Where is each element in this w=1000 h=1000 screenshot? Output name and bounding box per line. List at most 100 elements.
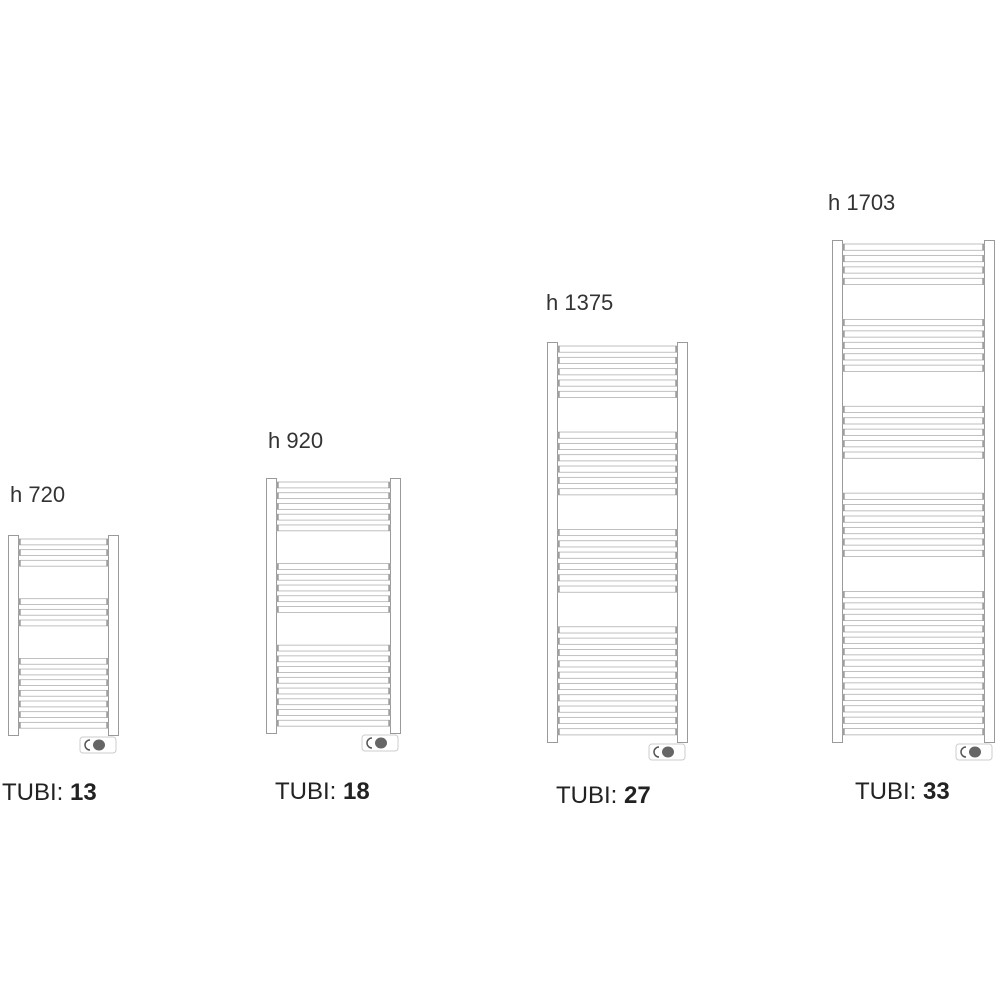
tube (842, 492, 985, 500)
tube (18, 657, 109, 665)
tube (557, 356, 678, 364)
tube (842, 504, 985, 512)
tube (842, 659, 985, 667)
tube (276, 584, 391, 592)
tube (557, 660, 678, 668)
tube (842, 353, 985, 361)
tube (276, 644, 391, 652)
tube (842, 277, 985, 285)
tube (276, 655, 391, 663)
thermostat-knob-icon (662, 746, 674, 758)
tube (557, 694, 678, 702)
left-collector (8, 535, 19, 736)
tube (276, 666, 391, 673)
tube (557, 585, 678, 593)
tube (557, 574, 678, 582)
tube (842, 671, 985, 679)
tube (18, 721, 109, 729)
tube (842, 527, 985, 535)
thermostat-knob-icon (375, 737, 387, 749)
tubi-label: TUBI: (2, 779, 64, 806)
tube (842, 405, 985, 413)
tube (557, 431, 678, 439)
right-collector (390, 478, 401, 734)
tube (18, 538, 109, 546)
tubi-count: 18 (343, 778, 370, 805)
tube (276, 513, 391, 521)
tube (842, 636, 985, 644)
tube (557, 637, 678, 645)
tube (18, 711, 109, 718)
tube (18, 608, 109, 616)
right-collector (677, 342, 688, 743)
tube (18, 679, 109, 686)
tube (557, 682, 678, 691)
left-collector (832, 240, 843, 743)
tube (18, 700, 109, 708)
tube (276, 709, 391, 716)
tube (276, 676, 391, 684)
right-collector (108, 535, 119, 736)
tubi-count: 27 (624, 782, 651, 809)
thermostat-knob-icon (93, 739, 105, 751)
tube (842, 330, 985, 338)
tubi-count: 13 (70, 779, 97, 806)
left-collector (547, 342, 558, 743)
tube (842, 705, 985, 713)
tube (18, 689, 109, 697)
tube (276, 698, 391, 706)
tube (276, 595, 391, 603)
tube (557, 649, 678, 657)
tubi-label: TUBI: (556, 782, 618, 809)
radiator-920 (266, 478, 401, 752)
thermostat-dial-icon (366, 737, 373, 749)
tube (557, 728, 678, 736)
left-collector (266, 478, 277, 734)
tube (842, 440, 985, 448)
tube (842, 364, 985, 372)
tube (842, 625, 985, 633)
tubi-caption-1: TUBI: 13 (2, 779, 97, 807)
tube (557, 551, 678, 559)
tube (842, 613, 985, 621)
tube (842, 682, 985, 690)
tube (557, 454, 678, 462)
tube (842, 549, 985, 557)
tube (557, 562, 678, 571)
height-label-2: h 920 (268, 428, 324, 453)
tube (557, 476, 678, 484)
tubi-caption-3: TUBI: 27 (556, 782, 651, 810)
tube (276, 503, 391, 510)
thermostat-dial-icon (960, 746, 967, 758)
tube (276, 719, 391, 727)
tube (557, 705, 678, 713)
tube (276, 563, 391, 570)
thermostat-knob-icon (969, 746, 981, 758)
tube (276, 481, 391, 489)
radiator-720 (8, 535, 119, 754)
tube (557, 671, 678, 679)
tubi-count: 33 (923, 778, 950, 805)
height-label-1: h 720 (10, 482, 66, 507)
tube (842, 728, 985, 736)
tube (557, 626, 678, 634)
tube (276, 606, 391, 613)
tube (842, 591, 985, 599)
tube (842, 538, 985, 546)
tube (842, 266, 985, 274)
tube (557, 442, 678, 450)
tube (842, 602, 985, 610)
tube (18, 549, 109, 556)
tube (842, 341, 985, 349)
height-label-3: h 1375 (546, 290, 614, 315)
tube (276, 524, 391, 532)
tube (842, 255, 985, 263)
tube (842, 451, 985, 459)
tube (557, 465, 678, 473)
tube (18, 619, 109, 627)
tube (18, 668, 109, 676)
tube (276, 687, 391, 695)
tube (842, 243, 985, 251)
tubi-caption-4: TUBI: 33 (855, 778, 950, 806)
thermostat-dial-icon (653, 746, 660, 758)
